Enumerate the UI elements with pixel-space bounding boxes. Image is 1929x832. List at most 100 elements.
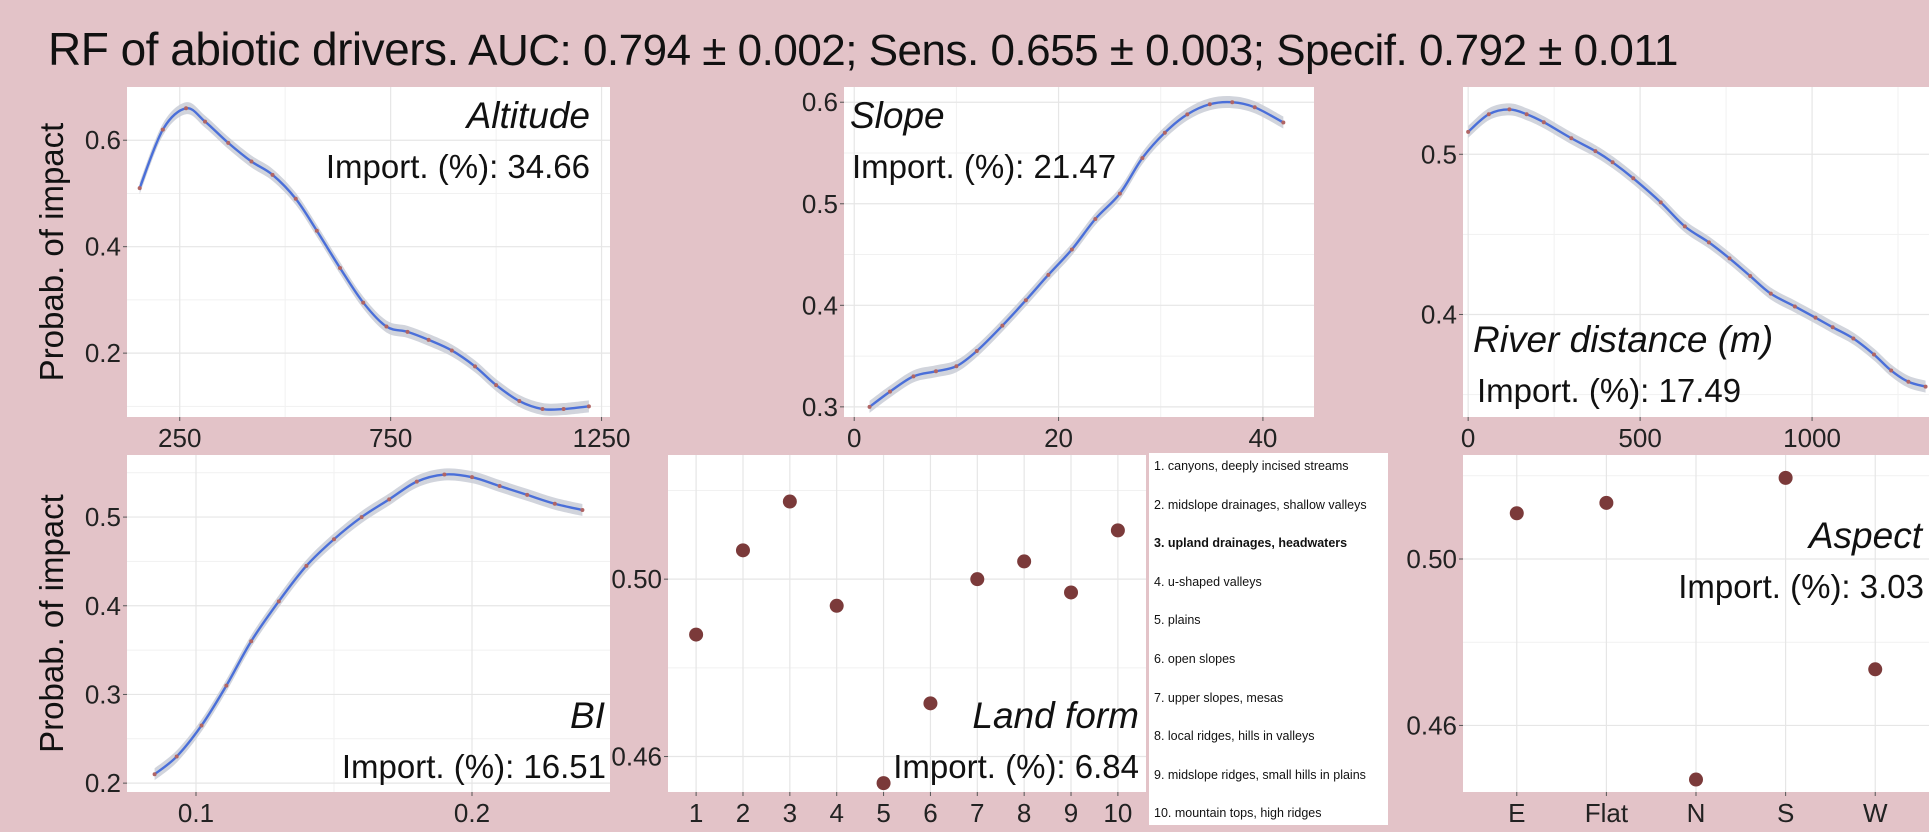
river-data-point: [1792, 304, 1797, 309]
river-data-point: [1889, 368, 1894, 373]
altitude-xtick-label: 250: [158, 423, 201, 453]
river-data-point: [1830, 325, 1835, 330]
river-data-point: [1569, 136, 1574, 141]
bi-xtick-label: 0.2: [454, 798, 490, 828]
aspect-data-point: [1509, 506, 1524, 521]
legend-item: 6. open slopes: [1154, 652, 1236, 666]
river-data-point: [1871, 352, 1876, 357]
bi-plot-area: [127, 455, 610, 792]
bi-data-point: [414, 479, 419, 484]
slope-importance-label: Import. (%): 21.47: [852, 148, 1116, 185]
slope-xtick-label: 20: [1044, 423, 1073, 453]
slope-data-point: [1023, 298, 1028, 303]
slope-data-point: [1000, 323, 1005, 328]
altitude-data-point: [449, 348, 454, 353]
aspect-ytick-label: 0.46: [1406, 710, 1457, 740]
slope-plot-area: [844, 87, 1314, 417]
slope-data-point: [974, 349, 979, 353]
altitude-ytick-label: 0.4: [85, 232, 121, 262]
slope-ytick-label: 0.3: [802, 392, 838, 422]
landform-chart: 0.46 0.50 1 2 3 4 5 6 7 8 9 10 Land form Import. (%):…: [611, 455, 1146, 828]
slope-data-point: [867, 404, 872, 409]
altitude-ytick-label: 0.6: [85, 125, 121, 155]
landform-data-point: [829, 598, 844, 613]
altitude-data-point: [405, 329, 410, 334]
river-data-point: [1727, 256, 1732, 261]
figure-title: RF of abiotic drivers. AUC: 0.794 ± 0.00…: [48, 22, 1678, 76]
bi-data-point: [276, 599, 281, 604]
slope-data-point: [1230, 100, 1235, 105]
bi-data-point: [580, 507, 585, 512]
bi-ylabel: Probab. of impact: [33, 494, 70, 753]
legend-item: 10. mountain tops, high ridges: [1154, 806, 1322, 821]
landform-plot-area: [668, 455, 1146, 792]
altitude-data-point: [184, 106, 189, 111]
landform-xtick-label: 3: [783, 798, 797, 828]
altitude-data-point: [384, 324, 389, 329]
aspect-data-point: [1868, 662, 1883, 677]
altitude-data-point: [338, 265, 343, 270]
legend-item: 1. canyons, deeply incised streams: [1154, 459, 1349, 473]
landform-data-point: [876, 776, 891, 791]
landform-data-point: [1017, 554, 1032, 569]
bi-data-point: [387, 497, 392, 502]
slope-data-point: [1281, 120, 1286, 125]
bi-ytick-label: 0.2: [85, 768, 121, 798]
river-data-point: [1486, 112, 1491, 117]
legend-item: 5. plains: [1154, 613, 1201, 628]
bi-data-point: [249, 639, 254, 644]
bi-data-point: [359, 515, 364, 520]
legend-item: 9. midslope ridges, small hills in plain…: [1154, 767, 1366, 782]
altitude-importance-label: Import. (%): 34.66: [326, 148, 590, 185]
slope-data-point: [1207, 102, 1212, 107]
altitude-panel-title: Altitude: [465, 95, 590, 136]
bi-data-point: [224, 683, 229, 688]
altitude-ytick-label: 0.2: [85, 338, 121, 368]
river-xtick-label: 1000: [1783, 423, 1841, 453]
altitude-data-point: [160, 127, 165, 132]
slope-data-point: [1046, 272, 1051, 277]
river-ytick-label: 0.4: [1421, 299, 1457, 329]
river-xtick-label: 0: [1461, 423, 1475, 453]
aspect-importance-label: Import. (%): 3.03: [1678, 568, 1924, 605]
slope-data-point: [1069, 247, 1074, 252]
landform-legend: 1. canyons, deeply incised streams 2. mid…: [1149, 453, 1388, 825]
slope-ytick-label: 0.5: [802, 189, 838, 219]
bi-data-point: [152, 772, 157, 777]
title-metrics: AUC: 0.794 ± 0.002; Sens. 0.655 ± 0.003;…: [468, 26, 1678, 75]
landform-xtick-label: 9: [1064, 798, 1078, 828]
slope-data-point: [911, 374, 916, 379]
river-data-point: [1610, 160, 1615, 165]
altitude-data-point: [203, 119, 208, 124]
landform-data-point: [1064, 585, 1079, 600]
legend-item: 8. local ridges, hills in valleys: [1154, 729, 1315, 744]
river-confidence-ribbon: [1468, 103, 1926, 393]
aspect-data-point: [1599, 495, 1614, 510]
aspect-ytick-label: 0.50: [1406, 544, 1457, 574]
landform-data-point: [782, 494, 797, 509]
aspect-data-point: [1778, 470, 1793, 485]
river-data-point: [1851, 336, 1856, 341]
landform-data-point: [923, 696, 938, 711]
landform-data-point: [689, 627, 704, 642]
altitude-xtick-label: 1250: [573, 423, 631, 453]
aspect-panel-title: Aspect: [1807, 515, 1924, 556]
bi-chart: 0.2 0.3 0.4 0.5 0.1 0.2 Probab. of impact BI Imp…: [33, 455, 610, 828]
bi-panel-title: BI: [570, 695, 605, 736]
altitude-data-point: [426, 337, 431, 342]
altitude-data-point: [540, 407, 545, 412]
aspect-xtick-label: N: [1687, 798, 1706, 828]
landform-importance-label: Import. (%): 6.84: [893, 748, 1139, 785]
river-chart: 0.4 0.5 0 500 1000 River distance (m) Import. …: [1421, 87, 1929, 453]
altitude-data-point: [473, 364, 478, 369]
river-data-point: [1748, 274, 1753, 279]
slope-data-point: [1140, 156, 1145, 161]
river-data-point: [1658, 200, 1663, 205]
landform-ytick-label: 0.46: [611, 742, 662, 772]
slope-data-point: [887, 389, 892, 394]
landform-xtick-label: 7: [970, 798, 984, 828]
slope-panel-title: Slope: [850, 95, 945, 136]
legend-item: 3. upland drainages, headwaters: [1154, 536, 1348, 551]
bi-ytick-label: 0.5: [85, 502, 121, 532]
